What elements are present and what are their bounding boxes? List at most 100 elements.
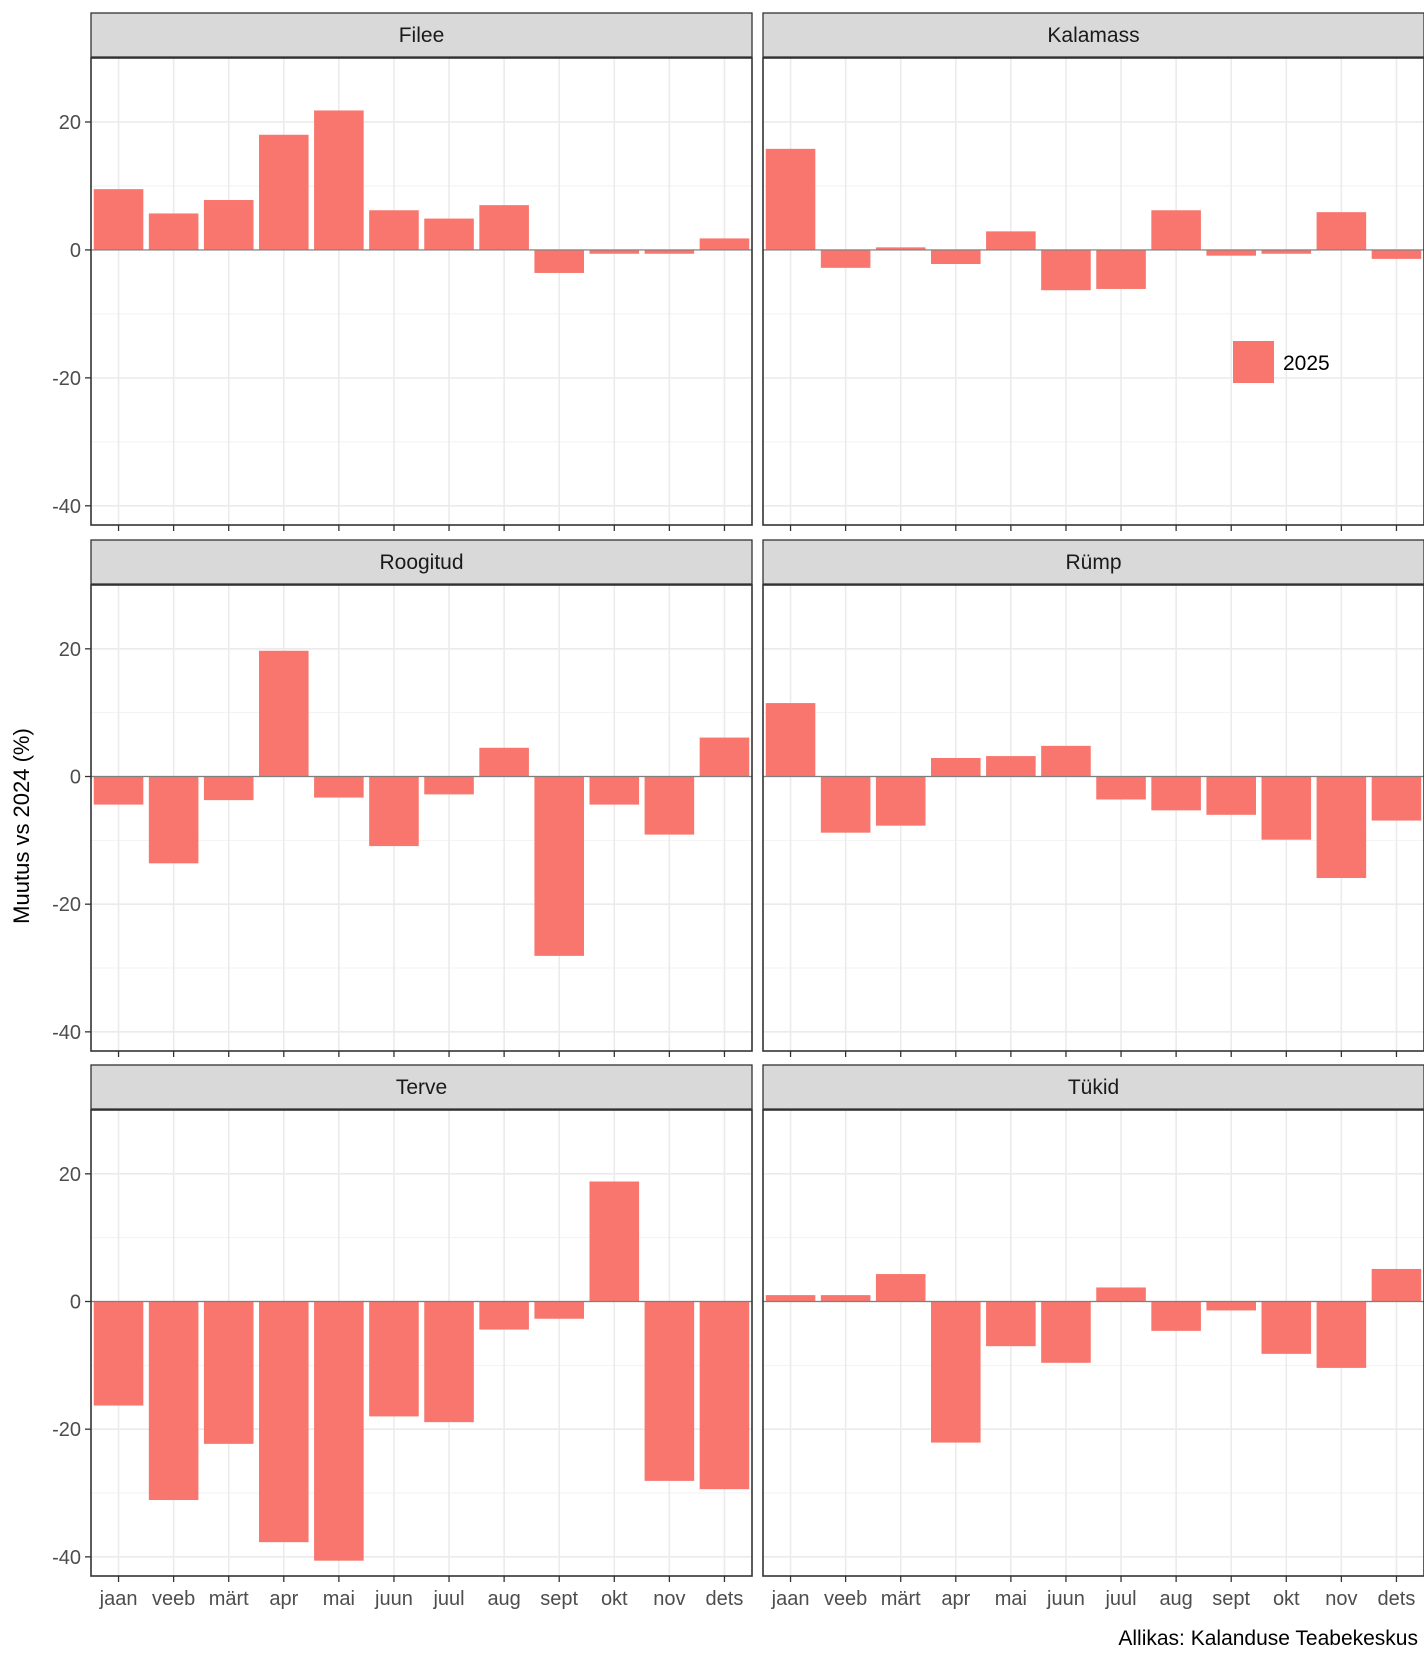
x-tick-label: dets [1378, 1588, 1416, 1610]
panel-background [91, 585, 752, 1051]
bar-sept [534, 249, 584, 273]
bar-aug [479, 205, 529, 250]
bar-veeb [148, 776, 199, 864]
y-tick-label: 0 [70, 767, 81, 789]
facet-panels: Filee200-20-40KalamassRoogitud200-20-40R… [52, 12, 1424, 1610]
bar-juun [1041, 745, 1091, 777]
y-axis-title: Muutus vs 2024 (%) [9, 728, 34, 924]
bar-märt [875, 247, 926, 250]
bar-apr [931, 249, 981, 264]
bar-dets [1371, 249, 1422, 259]
bar-veeb [820, 249, 871, 268]
x-tick-label: nov [1325, 1588, 1357, 1610]
bar-okt [1261, 249, 1312, 254]
bar-juun [369, 1301, 419, 1417]
bar-veeb [148, 1301, 199, 1501]
bar-jaan [93, 189, 144, 250]
bar-nov [1316, 212, 1367, 250]
y-tick-label: 0 [70, 1292, 81, 1314]
panel-1: Filee 20 0 -20 -40 [52, 12, 753, 531]
y-tick-label: -40 [52, 496, 81, 518]
bar-jaan [93, 1301, 144, 1406]
bar-aug [1151, 776, 1201, 811]
x-tick-label: mai [995, 1588, 1027, 1610]
bar-nov [644, 249, 695, 254]
bar-juul [424, 218, 474, 250]
bar-juun [1041, 249, 1091, 291]
source-caption: Allikas: Kalanduse Teabekeskus [1118, 1627, 1418, 1650]
bar-juul [1096, 776, 1146, 800]
panel-background [763, 58, 1424, 525]
bar-aug [479, 747, 529, 777]
bar-okt [589, 776, 640, 805]
facet-strip [90, 12, 753, 58]
y-tick-label: -20 [52, 894, 81, 916]
x-tick-label: dets [706, 1588, 744, 1610]
x-tick-label: mai [323, 1588, 355, 1610]
bar-mai [314, 110, 364, 250]
panel-background [91, 1110, 752, 1576]
bar-juun [369, 776, 419, 847]
bar-okt [1261, 1301, 1312, 1354]
x-tick-label: veeb [824, 1588, 867, 1610]
bar-apr [259, 134, 309, 250]
x-tick-label: sept [540, 1588, 578, 1610]
bar-aug [479, 1301, 529, 1330]
facet-strip [90, 539, 753, 585]
bar-dets [699, 737, 750, 777]
facet-title: Roogitud [379, 551, 463, 574]
bar-märt [875, 776, 926, 826]
bar-apr [259, 650, 309, 777]
x-tick-label: märt [881, 1588, 921, 1610]
bar-veeb [148, 213, 199, 250]
facet-title: Tükid [1068, 1076, 1119, 1099]
panel-border [762, 1109, 1424, 1577]
bar-dets [699, 1301, 750, 1490]
panel-background [91, 58, 752, 525]
x-tick-label: juun [374, 1588, 413, 1610]
y-tick-label: 20 [59, 112, 81, 134]
x-tick-label: juul [1104, 1588, 1136, 1610]
bar-jaan [765, 148, 816, 250]
x-tick-label: sept [1212, 1588, 1250, 1610]
legend-key-2025 [1233, 341, 1274, 383]
bar-okt [1261, 776, 1312, 840]
y-tick-label: 0 [70, 240, 81, 262]
x-tick-label: juun [1046, 1588, 1085, 1610]
x-tick-label: apr [941, 1588, 970, 1610]
bar-juul [424, 1301, 474, 1423]
bar-dets [699, 238, 750, 250]
bar-veeb [820, 1295, 871, 1302]
y-tick-label: 20 [59, 639, 81, 661]
legend-label-2025: 2025 [1283, 352, 1330, 375]
bar-nov [1316, 1301, 1367, 1368]
panel-4: Rümp [762, 539, 1424, 1057]
y-tick-label: -20 [52, 1419, 81, 1441]
panel-3: Roogitud 20 0 -20 -40 [52, 539, 753, 1057]
bar-aug [1151, 210, 1201, 250]
bar-apr [259, 1301, 309, 1543]
bar-mai [314, 776, 364, 798]
bar-veeb [820, 776, 871, 833]
facet-strip [90, 1064, 753, 1110]
panel-2: Kalamass [762, 12, 1424, 531]
bar-sept [534, 776, 584, 956]
bar-mai [986, 1301, 1036, 1347]
bar-juun [1041, 1301, 1091, 1363]
x-tick-label: okt [1273, 1588, 1300, 1610]
panel-background [763, 585, 1424, 1051]
facet-title: Filee [399, 24, 445, 47]
bar-märt [203, 776, 254, 801]
x-tick-label: okt [601, 1588, 628, 1610]
bar-juul [1096, 249, 1146, 289]
facet-title: Rümp [1065, 551, 1121, 574]
bar-nov [1316, 776, 1367, 879]
facet-strip [762, 539, 1424, 585]
bar-aug [1151, 1301, 1201, 1331]
y-tick-label: -40 [52, 1022, 81, 1044]
facet-strip [762, 1064, 1424, 1110]
x-tick-label: juul [432, 1588, 464, 1610]
x-tick-label: nov [653, 1588, 685, 1610]
bar-nov [644, 776, 695, 835]
